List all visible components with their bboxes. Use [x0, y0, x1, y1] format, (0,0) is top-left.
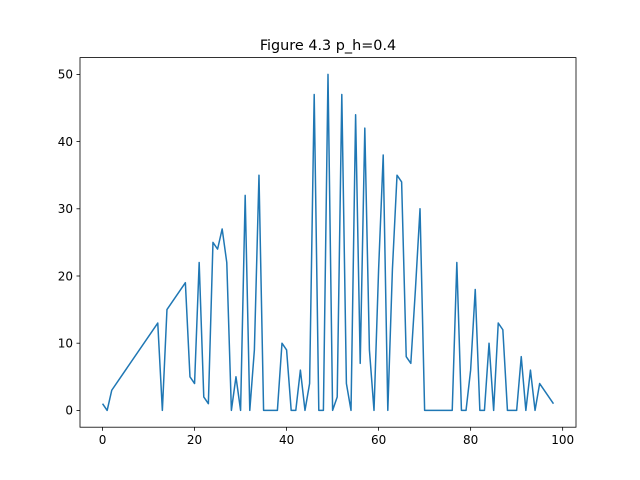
- series-line: [101, 73, 555, 412]
- axis-ticks: 0 20 40 60 80 100 0 10 20 30 40 50: [58, 68, 574, 448]
- x-tick-label: 100: [551, 433, 574, 447]
- chart-title: Figure 4.3 p_h=0.4: [260, 38, 396, 54]
- x-tick-label: 80: [463, 433, 478, 447]
- x-tick-label: 40: [279, 433, 294, 447]
- x-tick-label: 20: [187, 433, 202, 447]
- axes-frame: [79, 57, 577, 428]
- y-tick-label: 0: [65, 404, 73, 418]
- y-tick-label: 40: [58, 135, 73, 149]
- x-tick-label: 0: [99, 433, 107, 447]
- y-tick-label: 20: [58, 269, 73, 283]
- y-tick-label: 10: [58, 337, 73, 351]
- series-layer: [101, 73, 555, 412]
- y-tick-label: 30: [58, 202, 73, 216]
- y-tick-label: 50: [58, 68, 73, 82]
- x-tick-label: 60: [371, 433, 386, 447]
